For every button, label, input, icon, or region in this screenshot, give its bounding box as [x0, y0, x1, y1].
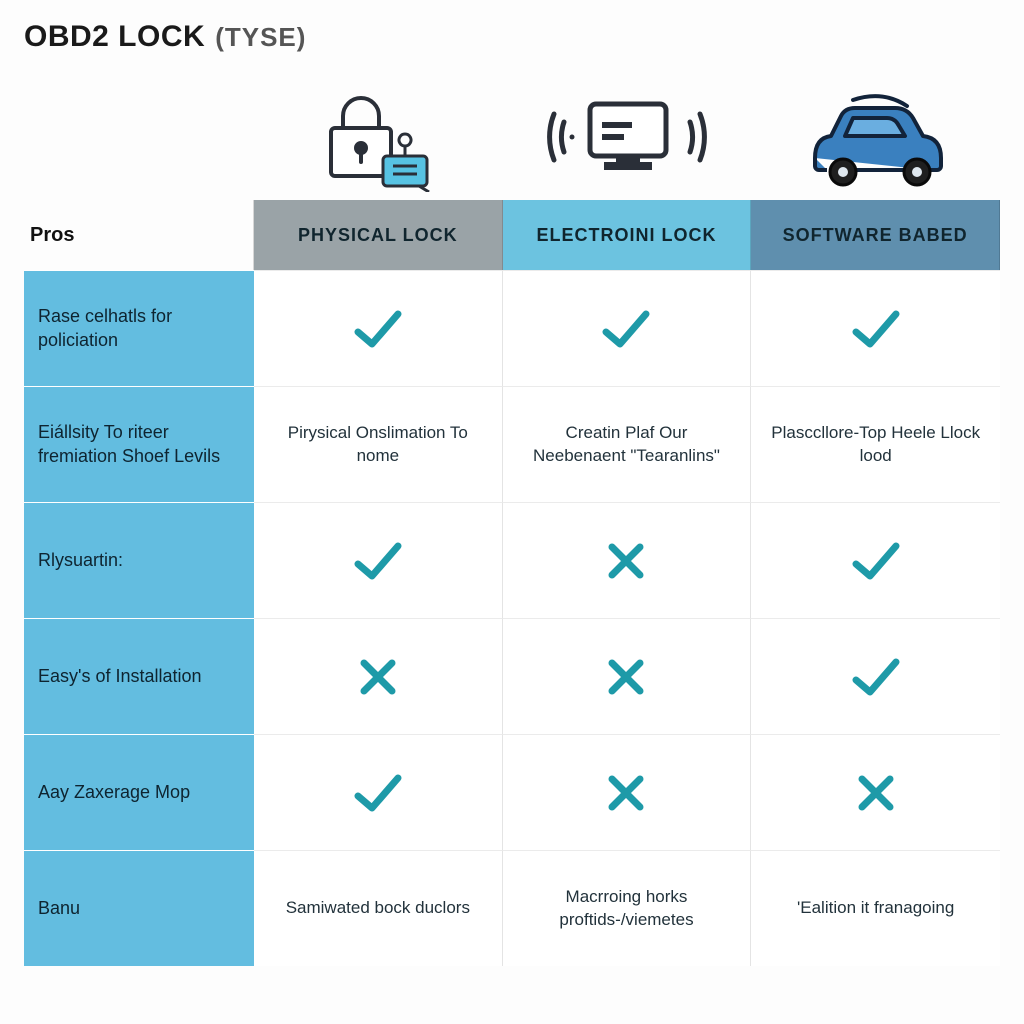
column-icon	[751, 60, 1000, 200]
title-main: OBD2 LOCK	[24, 20, 205, 54]
check-icon	[850, 306, 902, 352]
cross-icon	[604, 539, 648, 583]
page-title: OBD2 LOCK (TYSE)	[24, 20, 1000, 54]
cross-icon	[854, 771, 898, 815]
row-label: Easy's of Installation	[24, 618, 254, 734]
table-cell	[254, 734, 503, 850]
monitor-wireless-icon	[542, 82, 712, 192]
table-cell: Pirysical Onslimation To nome	[254, 386, 503, 502]
row-label: Eiállsity To riteer fremiation Shoef Lev…	[24, 386, 254, 502]
row-label: Rase celhatls for policiation	[24, 270, 254, 386]
check-icon	[600, 306, 652, 352]
column-header-electronic: ELECTROINI LOCK	[503, 200, 752, 270]
table-cell	[254, 502, 503, 618]
table-cell: Samiwated bock duclors	[254, 850, 503, 966]
table-cell: Macrroing horks proftids-/viemetes	[503, 850, 752, 966]
column-icon	[254, 60, 503, 200]
table-cell: Plasccllore-Top Heele Llock lood	[751, 386, 1000, 502]
column-icon	[503, 60, 752, 200]
cross-icon	[604, 771, 648, 815]
table-cell	[503, 734, 752, 850]
car-icon	[801, 92, 951, 192]
check-icon	[352, 538, 404, 584]
table-cell	[503, 502, 752, 618]
column-header-physical: PHYSICAL LOCK	[254, 200, 503, 270]
table-cell	[254, 618, 503, 734]
row-label: Rlysuartin:	[24, 502, 254, 618]
table-cell	[503, 618, 752, 734]
table-cell: 'Ealition it franagoing	[751, 850, 1000, 966]
table-cell	[751, 618, 1000, 734]
title-sub: (TYSE)	[215, 22, 306, 53]
table-cell	[254, 270, 503, 386]
check-icon	[352, 306, 404, 352]
table-cell	[751, 734, 1000, 850]
row-label: Banu	[24, 850, 254, 966]
column-header-software: SOFTWARE BABED	[751, 200, 1000, 270]
check-icon	[850, 538, 902, 584]
padlock-icon	[313, 82, 443, 192]
table-cell: Creatin Plaf Our Neebenaent "Tearanlins"	[503, 386, 752, 502]
check-icon	[352, 770, 404, 816]
cross-icon	[356, 655, 400, 699]
comparison-chart: OBD2 LOCK (TYSE)	[0, 0, 1024, 1024]
column-icons-row	[24, 60, 1000, 200]
table-cell	[503, 270, 752, 386]
check-icon	[850, 654, 902, 700]
cross-icon	[604, 655, 648, 699]
comparison-table: Pros PHYSICAL LOCK ELECTROINI LOCK SOFTW…	[24, 200, 1000, 966]
pros-header: Pros	[24, 200, 254, 270]
table-cell	[751, 502, 1000, 618]
table-cell	[751, 270, 1000, 386]
row-label: Aay Zaxerage Mop	[24, 734, 254, 850]
